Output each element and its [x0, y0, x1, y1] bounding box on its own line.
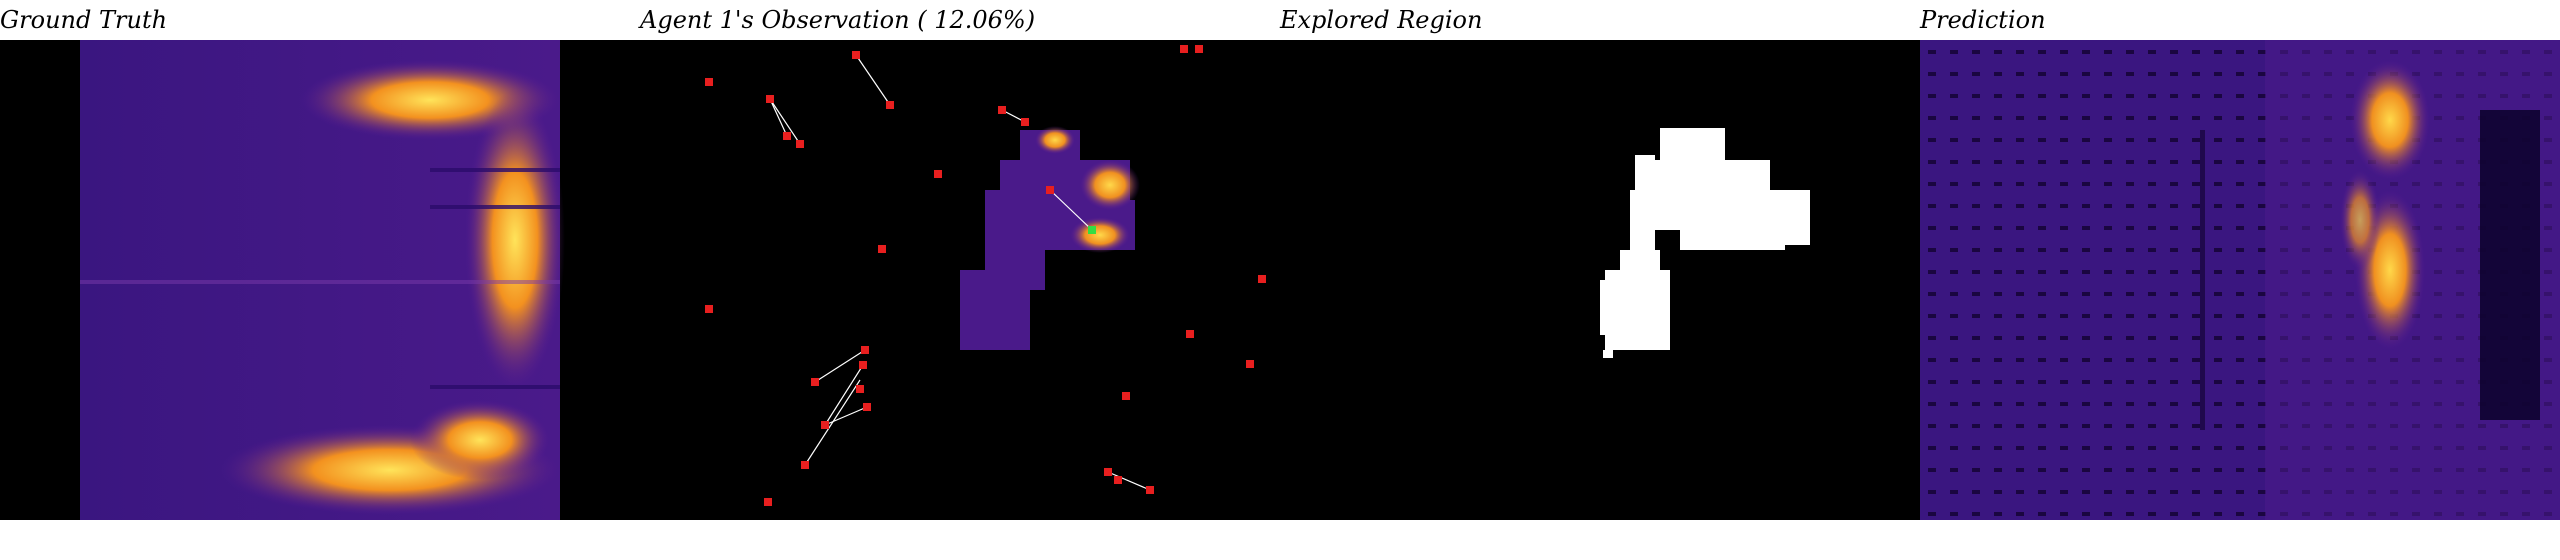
- title-agent-observation: Agent 1's Observation ( 12.06%): [640, 6, 1036, 34]
- explored-mask: [1600, 128, 1810, 358]
- observation-map: [705, 45, 1266, 506]
- explored-region-panel: [1280, 40, 1920, 520]
- observed-region: [960, 130, 1135, 350]
- current-agent-marker: [1088, 226, 1096, 234]
- agent-markers: [705, 45, 1266, 506]
- title-ground-truth: Ground Truth: [0, 6, 168, 34]
- title-prediction: Prediction: [1920, 6, 2046, 34]
- prediction-heatmap: [1920, 40, 2560, 520]
- prediction-dark-band: [2480, 110, 2540, 420]
- agent-observation-panel: [640, 40, 1280, 520]
- title-explored-region: Explored Region: [1280, 6, 1483, 34]
- prediction-hot-top: [2350, 60, 2430, 180]
- ground-truth-heatmap: [0, 40, 640, 520]
- ground-truth-panel: [0, 40, 640, 520]
- prediction-panel: [1920, 40, 2560, 520]
- hot-band-right: [465, 90, 565, 390]
